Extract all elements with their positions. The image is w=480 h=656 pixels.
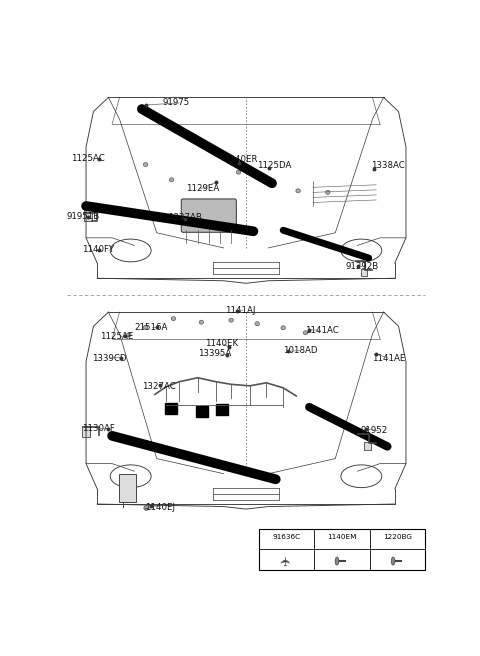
Ellipse shape bbox=[127, 333, 131, 337]
Ellipse shape bbox=[229, 318, 233, 322]
Text: 1125AE: 1125AE bbox=[100, 332, 133, 341]
Text: 1140EK: 1140EK bbox=[205, 339, 238, 348]
Ellipse shape bbox=[335, 557, 339, 565]
Ellipse shape bbox=[281, 326, 286, 330]
Bar bbox=[360, 269, 367, 276]
Ellipse shape bbox=[296, 189, 300, 193]
Text: 1141AC: 1141AC bbox=[305, 326, 338, 335]
Ellipse shape bbox=[144, 506, 149, 510]
Bar bbox=[259, 529, 425, 569]
Text: 1140EJ: 1140EJ bbox=[145, 502, 175, 512]
Text: 1339CD: 1339CD bbox=[92, 354, 126, 363]
Bar bbox=[216, 403, 228, 415]
Bar bbox=[196, 405, 208, 417]
Bar bbox=[84, 209, 92, 221]
Bar bbox=[364, 442, 371, 450]
Text: 1130AF: 1130AF bbox=[82, 424, 114, 433]
Text: 21516A: 21516A bbox=[134, 323, 168, 332]
Ellipse shape bbox=[171, 317, 176, 321]
FancyBboxPatch shape bbox=[181, 199, 236, 232]
Text: 1327AC: 1327AC bbox=[142, 382, 176, 392]
Text: 1125DA: 1125DA bbox=[257, 161, 291, 170]
Text: 1018AD: 1018AD bbox=[283, 346, 318, 355]
Text: 1125AC: 1125AC bbox=[71, 154, 105, 163]
Bar bbox=[165, 403, 177, 414]
Text: 13395A: 13395A bbox=[198, 349, 231, 358]
Text: 91951B: 91951B bbox=[67, 212, 100, 220]
Text: 1129EA: 1129EA bbox=[186, 184, 220, 194]
Ellipse shape bbox=[270, 183, 274, 187]
Text: 1141AJ: 1141AJ bbox=[225, 306, 255, 315]
Ellipse shape bbox=[259, 174, 263, 178]
Text: 91636C: 91636C bbox=[273, 535, 301, 541]
Text: 1140FY: 1140FY bbox=[83, 245, 115, 254]
Text: 1140ER: 1140ER bbox=[224, 155, 257, 164]
Ellipse shape bbox=[199, 320, 204, 324]
Ellipse shape bbox=[169, 178, 174, 182]
Ellipse shape bbox=[255, 321, 259, 326]
Text: 91292B: 91292B bbox=[346, 262, 379, 271]
Bar bbox=[119, 474, 135, 502]
Ellipse shape bbox=[236, 170, 241, 174]
Text: 91952: 91952 bbox=[360, 426, 388, 436]
Text: 1141AE: 1141AE bbox=[372, 354, 406, 363]
Text: 1140EM: 1140EM bbox=[327, 535, 357, 541]
Text: 1338AC: 1338AC bbox=[371, 161, 404, 170]
Text: 1327AB: 1327AB bbox=[168, 213, 202, 222]
Text: ✈: ✈ bbox=[280, 556, 293, 566]
Ellipse shape bbox=[144, 325, 148, 329]
Ellipse shape bbox=[325, 190, 330, 194]
Ellipse shape bbox=[303, 331, 308, 335]
Text: 1220BG: 1220BG bbox=[383, 535, 412, 541]
Text: 91975: 91975 bbox=[162, 98, 190, 108]
Ellipse shape bbox=[391, 557, 395, 565]
Ellipse shape bbox=[144, 163, 148, 167]
Bar bbox=[83, 426, 90, 438]
